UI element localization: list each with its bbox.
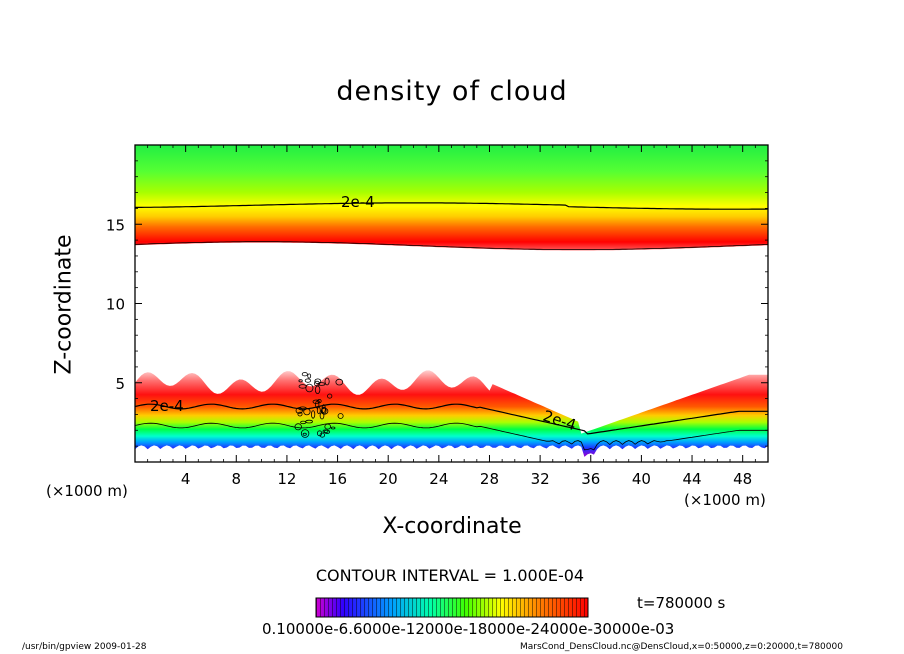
turbulence-contour bbox=[330, 426, 336, 430]
turbulence-contour bbox=[294, 423, 302, 431]
turbulence-contour bbox=[322, 429, 329, 433]
upper-contour-line bbox=[135, 202, 768, 210]
lower-cloud-layer bbox=[135, 370, 768, 457]
upper-cloud-layer bbox=[135, 145, 768, 251]
chart-title: density of cloud bbox=[336, 76, 568, 107]
colorbar-frame bbox=[315, 597, 589, 618]
x-tick-label: 48 bbox=[733, 470, 752, 488]
turbulence-contour bbox=[301, 372, 308, 377]
turbulent-contours bbox=[294, 372, 344, 438]
x-tick-label: 36 bbox=[581, 470, 600, 488]
turbulence-contour bbox=[305, 419, 313, 424]
x-tick-label: 28 bbox=[480, 470, 499, 488]
footer-file: MarsCond_DensCloud.nc@DensCloud,x=0:5000… bbox=[520, 642, 843, 652]
x-tick-label: 32 bbox=[531, 470, 550, 488]
x-unit-left: (×1000 m) bbox=[46, 482, 128, 500]
lower-inner-contour bbox=[135, 422, 768, 451]
contour-interval: CONTOUR INTERVAL = 1.000E-04 bbox=[315, 566, 585, 585]
y-axis-label: Z-coordinate bbox=[51, 234, 77, 375]
footer-command: /usr/bin/gpview 2009-01-28 bbox=[22, 642, 147, 652]
turbulence-contour bbox=[335, 378, 344, 386]
turbulence-contour bbox=[319, 432, 325, 438]
colorbar-labels: 0.10000e-6.6000e-12000e-18000e-24000e-30… bbox=[262, 620, 675, 638]
turbulence-contour bbox=[304, 378, 311, 383]
upper-layer-edge bbox=[135, 241, 768, 250]
turbulence-contour bbox=[298, 384, 307, 389]
x-axis-label: X-coordinate bbox=[382, 514, 522, 539]
y-tick-label: 5 bbox=[115, 375, 125, 393]
turbulence-contour bbox=[321, 404, 326, 414]
turbulence-contour bbox=[310, 410, 316, 419]
y-tick-label: 15 bbox=[106, 216, 125, 234]
y-tick-label: 10 bbox=[106, 296, 125, 314]
turbulence-contour bbox=[303, 408, 311, 416]
turbulence-contour bbox=[317, 382, 326, 386]
turbulence-contour bbox=[320, 407, 329, 415]
x-tick-label: 24 bbox=[429, 470, 448, 488]
turbulence-contour bbox=[319, 412, 325, 420]
turbulence-contour bbox=[312, 399, 320, 404]
colorbar-ticks bbox=[316, 598, 588, 617]
x-tick-label: 8 bbox=[232, 470, 242, 488]
x-tick-label: 16 bbox=[328, 470, 347, 488]
turbulence-contour bbox=[327, 393, 333, 399]
lower-contour-line bbox=[135, 403, 768, 435]
turbulence-contour bbox=[300, 429, 310, 438]
turbulence-contour bbox=[307, 373, 312, 379]
turbulence-contour bbox=[324, 377, 330, 386]
turbulence-contour bbox=[316, 430, 323, 437]
contour-label-lower-left: 2e-4 bbox=[150, 397, 184, 415]
turbulence-contour bbox=[302, 432, 307, 436]
time-label: t=780000 s bbox=[637, 594, 726, 612]
turbulence-contour bbox=[337, 413, 344, 419]
turbulence-contour bbox=[295, 407, 303, 414]
x-tick-label: 40 bbox=[632, 470, 651, 488]
x-tick-label: 44 bbox=[682, 470, 701, 488]
turbulence-contour bbox=[298, 379, 303, 383]
turbulence-contour bbox=[316, 406, 321, 415]
x-tick-label: 4 bbox=[181, 470, 191, 488]
x-unit-right: (×1000 m) bbox=[684, 491, 766, 509]
contour-label-upper: 2e-4 bbox=[341, 193, 375, 211]
turbulence-contour bbox=[297, 411, 303, 417]
x-tick-label: 12 bbox=[277, 470, 296, 488]
x-tick-label: 20 bbox=[379, 470, 398, 488]
turbulence-contour bbox=[314, 385, 321, 394]
turbulence-contour bbox=[324, 423, 332, 430]
